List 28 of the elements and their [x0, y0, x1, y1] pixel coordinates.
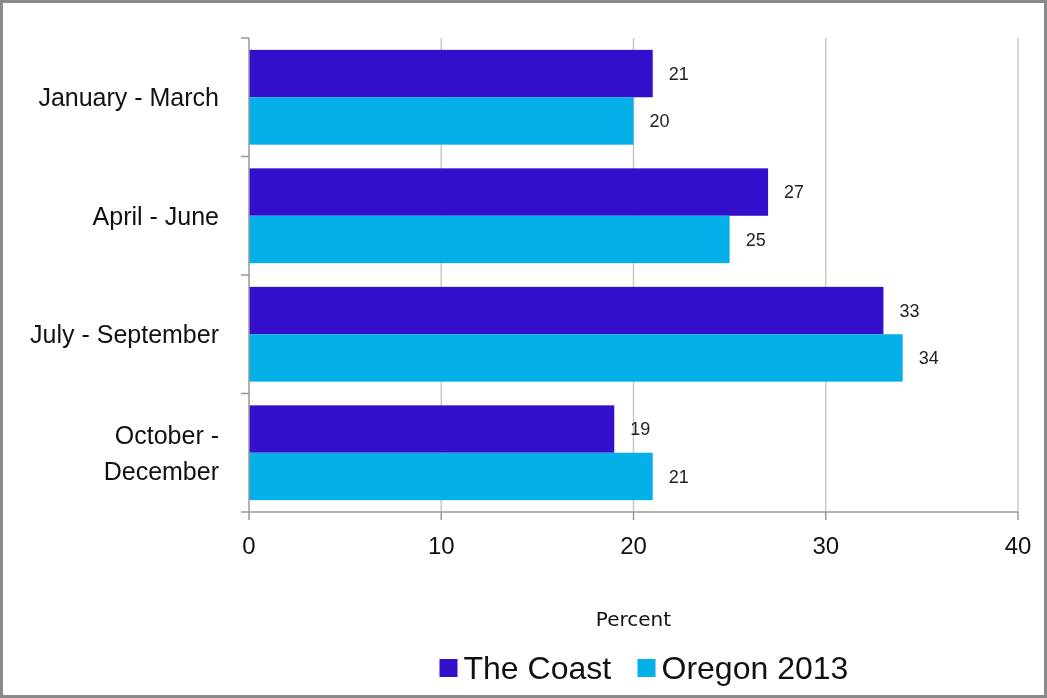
data-label: 21 — [668, 63, 689, 84]
data-label: 27 — [784, 182, 805, 203]
bar — [249, 168, 769, 216]
legend-label: Oregon 2013 — [661, 650, 849, 687]
y-tick-label: April - June — [92, 201, 219, 230]
data-label: 20 — [649, 111, 670, 132]
bar — [249, 97, 634, 145]
y-tick-label: October - December — [103, 420, 219, 485]
x-tick-label: 10 — [427, 532, 455, 559]
bar — [249, 215, 730, 264]
data-label: 25 — [745, 229, 766, 250]
data-label: 33 — [899, 300, 920, 321]
x-tick-label: 20 — [620, 532, 647, 559]
bar — [249, 49, 653, 98]
x-tick-label: 40 — [1004, 532, 1032, 559]
bar — [249, 286, 884, 335]
bar — [249, 334, 903, 382]
data-label: 21 — [668, 466, 689, 487]
data-label: 34 — [918, 348, 939, 369]
x-tick-label: 30 — [812, 532, 840, 559]
bar — [249, 405, 615, 453]
x-axis-title: Percent — [595, 607, 672, 631]
data-label: 19 — [630, 419, 651, 440]
x-tick-label: 0 — [242, 532, 256, 559]
y-tick-label: July - September — [30, 320, 219, 348]
legend-label: The Coast — [463, 650, 612, 687]
bar — [249, 452, 653, 501]
y-tick-label: January - March — [38, 83, 219, 111]
